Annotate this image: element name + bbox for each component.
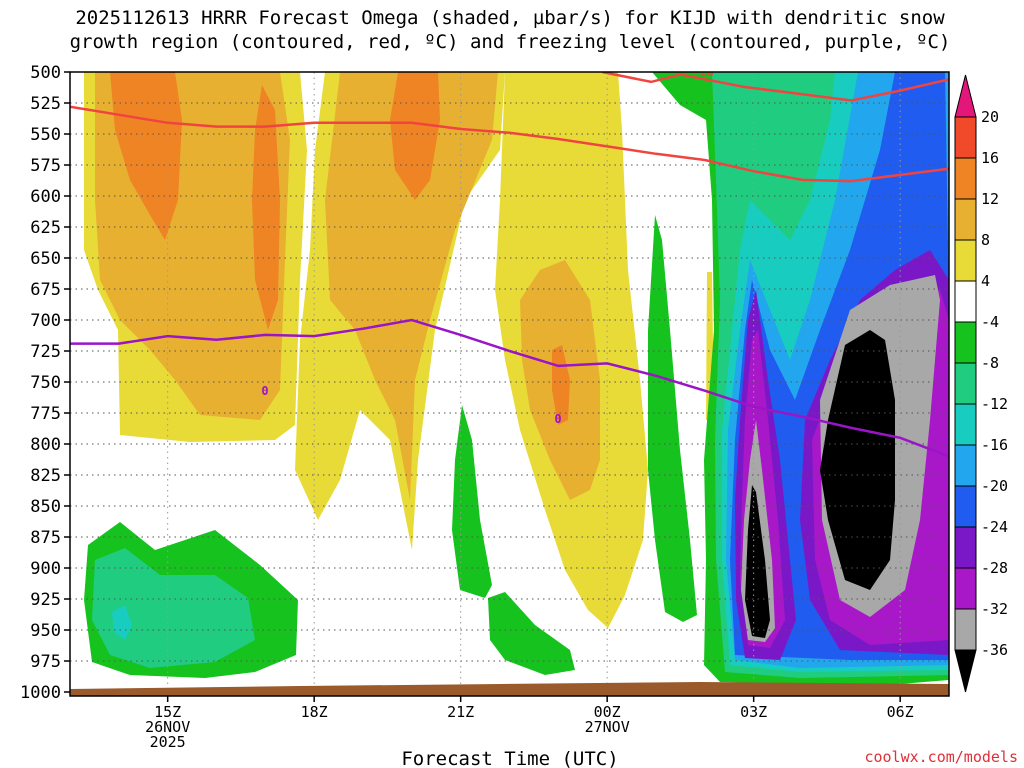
y-tick-label: 1000 bbox=[20, 683, 61, 703]
y-tick-label: 825 bbox=[30, 466, 61, 486]
y-tick-label: 750 bbox=[30, 373, 61, 393]
freezing-level-label: 0 bbox=[261, 384, 268, 398]
y-tick-label: 875 bbox=[30, 528, 61, 548]
colorbar-top-arrow bbox=[954, 74, 977, 118]
credit-text: coolwx.com/models bbox=[864, 748, 1018, 766]
x-tick-label: 06Z bbox=[887, 703, 914, 721]
omega-shade-neg12 bbox=[112, 605, 132, 640]
colorbar-segment bbox=[954, 526, 977, 569]
colorbar-segment bbox=[954, 608, 977, 651]
omega-shade-neg4 bbox=[452, 405, 492, 598]
colorbar-segment bbox=[954, 485, 977, 528]
y-tick-label: 900 bbox=[30, 559, 61, 579]
colorbar-tick-label: -16 bbox=[981, 436, 1008, 454]
colorbar-bottom-arrow bbox=[954, 649, 977, 693]
colorbar-tick-label: -8 bbox=[981, 354, 999, 372]
freezing-level-contour bbox=[70, 318, 949, 458]
colorbar-segment bbox=[954, 444, 977, 487]
colorbar-tick-label: -4 bbox=[981, 313, 999, 331]
colorbar-segment bbox=[954, 198, 977, 241]
y-tick-label: 925 bbox=[30, 590, 61, 610]
y-tick-label: 550 bbox=[30, 125, 61, 145]
y-tick-label: 575 bbox=[30, 156, 61, 176]
plot-area: -18 0 0 bbox=[70, 65, 949, 696]
x-tick-label: 18Z bbox=[301, 703, 328, 721]
x-tick-label: 03Z bbox=[740, 703, 767, 721]
x-tick-label: 26NOV bbox=[145, 718, 190, 736]
colorbar-tick-label: -32 bbox=[981, 600, 1008, 618]
colorbar-segment bbox=[954, 116, 977, 159]
y-tick-label: 500 bbox=[30, 63, 61, 83]
x-tick-label: 15Z bbox=[154, 703, 181, 721]
colorbar-segment bbox=[954, 157, 977, 200]
y-tick-label: 725 bbox=[30, 342, 61, 362]
omega-shade-neg36 bbox=[820, 330, 895, 590]
omega-shade-12 bbox=[110, 72, 182, 240]
y-tick-label: 600 bbox=[30, 187, 61, 207]
y-tick-label: 975 bbox=[30, 652, 61, 672]
y-tick-label: 625 bbox=[30, 218, 61, 238]
x-tick-label: 2025 bbox=[150, 733, 186, 751]
colorbar-segment bbox=[954, 280, 977, 323]
dgz-contour-label: -18 bbox=[692, 65, 714, 79]
colorbar-segment bbox=[954, 403, 977, 446]
y-tick-label: 650 bbox=[30, 249, 61, 269]
y-tick-label: 675 bbox=[30, 280, 61, 300]
omega-shade-neg4 bbox=[488, 592, 575, 675]
omega-sinking-midlevel bbox=[452, 215, 697, 675]
colorbar-segment bbox=[954, 321, 977, 364]
y-tick-label: 950 bbox=[30, 621, 61, 641]
omega-shade-12 bbox=[390, 72, 440, 200]
dgz-upper-contour bbox=[602, 72, 949, 102]
freezing-level-label: 0 bbox=[554, 412, 561, 426]
x-axis-label: Forecast Time (UTC) bbox=[401, 748, 618, 768]
omega-shade-8 bbox=[325, 72, 498, 500]
terrain-surface bbox=[70, 682, 949, 696]
y-tick-label: 850 bbox=[30, 497, 61, 517]
colorbar: 20 16 12 8 4 -4 -8 -12 -16 -20 -24 -28 -32 -36 bbox=[954, 74, 1008, 693]
omega-shade-neg8 bbox=[92, 548, 255, 668]
colorbar-tick-label: 4 bbox=[981, 272, 990, 290]
colorbar-tick-label: 12 bbox=[981, 190, 999, 208]
colorbar-tick-label: 16 bbox=[981, 149, 999, 167]
y-tick-label: 700 bbox=[30, 311, 61, 331]
colorbar-tick-label: -24 bbox=[981, 518, 1008, 536]
omega-shade-12 bbox=[252, 85, 280, 330]
colorbar-tick-label: -36 bbox=[981, 641, 1008, 659]
contour-labels: -18 0 0 bbox=[261, 65, 714, 426]
y-axis: 500 525 550 575 600 625 650 675 700 725 750 775 800 8… bbox=[20, 63, 70, 703]
omega-sinking-lowlevel bbox=[84, 522, 298, 678]
chart-title-line2: growth region (contoured, red, ºC) and f… bbox=[70, 31, 951, 53]
x-tick-label: 00Z bbox=[594, 703, 621, 721]
colorbar-segment bbox=[954, 362, 977, 405]
x-tick-label: 27NOV bbox=[585, 718, 630, 736]
dgz-lower-contour bbox=[70, 105, 949, 183]
plot-frame bbox=[69, 71, 950, 697]
colorbar-tick-label: -20 bbox=[981, 477, 1008, 495]
y-tick-label: 775 bbox=[30, 404, 61, 424]
colorbar-segment bbox=[954, 239, 977, 282]
colorbar-tick-label: -28 bbox=[981, 559, 1008, 577]
colorbar-tick-label: 20 bbox=[981, 108, 999, 126]
colorbar-tick-label: 8 bbox=[981, 231, 990, 249]
y-tick-label: 525 bbox=[30, 94, 61, 114]
omega-rising-region bbox=[84, 72, 714, 628]
colorbar-segment bbox=[954, 567, 977, 610]
omega-shade-neg36 bbox=[745, 485, 770, 638]
chart-title-line1: 2025112613 HRRR Forecast Omega (shaded, … bbox=[75, 7, 945, 29]
x-tick-label: 21Z bbox=[447, 703, 474, 721]
omega-shade-neg4 bbox=[648, 215, 697, 622]
y-tick-label: 800 bbox=[30, 435, 61, 455]
colorbar-tick-label: -12 bbox=[981, 395, 1008, 413]
